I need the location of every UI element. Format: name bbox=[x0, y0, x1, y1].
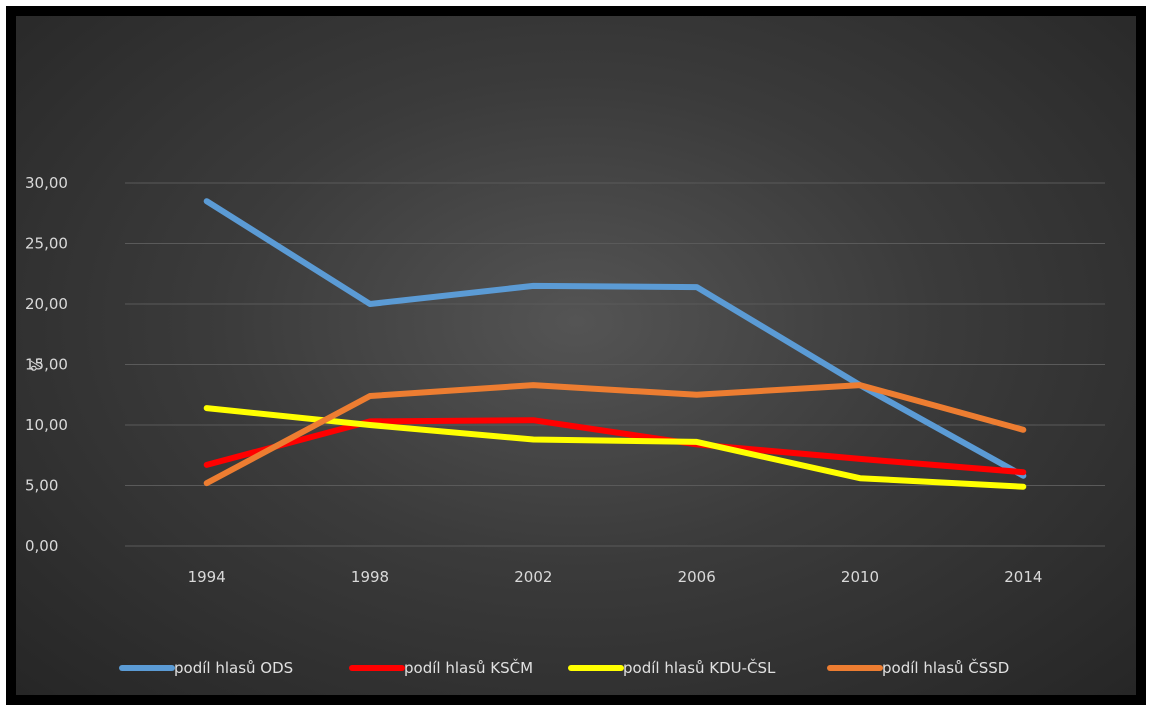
y-tick-label: 15,00 bbox=[25, 356, 68, 374]
x-axis-ticks: 1994 1998 2002 2006 2010 2014 bbox=[188, 568, 1043, 586]
y-axis-ticks: 0,00 5,00 10,00 15,00 20,00 25,00 30,00 bbox=[25, 174, 68, 555]
series-line-3 bbox=[203, 405, 1027, 490]
y-tick-label: 5,00 bbox=[25, 477, 58, 495]
x-tick-label: 1998 bbox=[351, 568, 389, 586]
x-tick-label: 1994 bbox=[188, 568, 226, 586]
legend-label: podíl hlasů ČSSD bbox=[882, 658, 1009, 677]
series-line-4 bbox=[203, 382, 1027, 487]
y-tick-label: 25,00 bbox=[25, 235, 68, 253]
x-tick-label: 2014 bbox=[1004, 568, 1042, 586]
x-tick-label: 2002 bbox=[514, 568, 552, 586]
y-tick-label: 10,00 bbox=[25, 416, 68, 434]
chart-background bbox=[16, 16, 1136, 695]
gridlines bbox=[125, 182, 1105, 547]
x-tick-label: 2010 bbox=[841, 568, 879, 586]
y-tick-label: 30,00 bbox=[25, 174, 68, 192]
y-tick-label: 20,00 bbox=[25, 295, 68, 313]
legend: podíl hlasů ODS podíl hlasů KSČM podíl hla… bbox=[119, 658, 1009, 677]
y-axis-label: % bbox=[28, 357, 46, 371]
legend-label: podíl hlasů KSČM bbox=[404, 658, 533, 677]
legend-label: podíl hlasů ODS bbox=[174, 659, 293, 677]
legend-label: podíl hlasů KDU-ČSL bbox=[623, 658, 776, 677]
series-lines bbox=[203, 198, 1027, 490]
series-line-2 bbox=[203, 417, 1027, 476]
chart-frame bbox=[6, 6, 1146, 705]
y-tick-label: 0,00 bbox=[25, 537, 58, 555]
x-tick-label: 2006 bbox=[678, 568, 716, 586]
series-line-1 bbox=[203, 198, 1027, 479]
